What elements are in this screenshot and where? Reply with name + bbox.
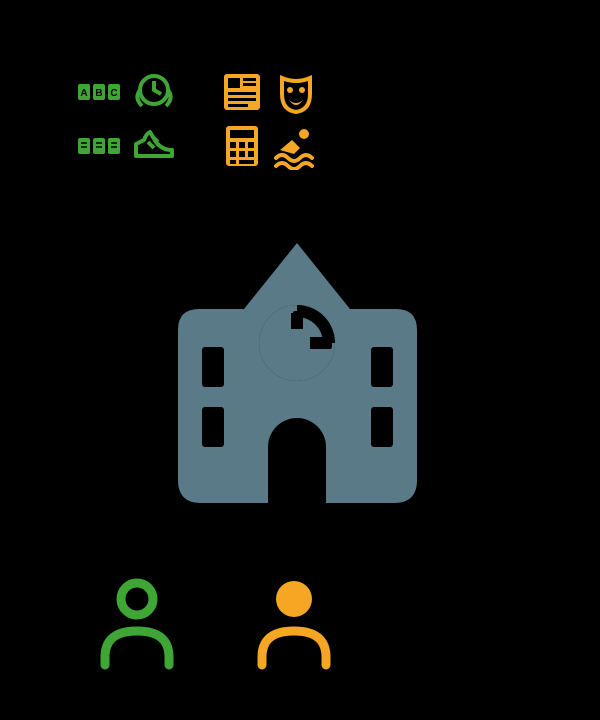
running-shoe-icon xyxy=(130,122,178,170)
green-icon-cluster: A B C xyxy=(76,68,178,170)
news-grid-icon xyxy=(218,68,266,116)
school-building-icon xyxy=(150,235,445,510)
person-orange-icon xyxy=(252,575,337,670)
svg-text:C: C xyxy=(110,88,117,99)
calculator-icon xyxy=(218,122,266,170)
svg-text:A: A xyxy=(80,88,87,99)
drama-mask-icon xyxy=(272,68,320,116)
person-green-icon xyxy=(95,575,180,670)
svg-text:B: B xyxy=(95,88,102,99)
text-blocks-icon xyxy=(76,122,124,170)
orange-icon-cluster xyxy=(218,68,320,170)
swimmer-icon xyxy=(272,122,320,170)
clock-brain-icon xyxy=(130,68,178,116)
abc-blocks-icon: A B C xyxy=(76,68,124,116)
